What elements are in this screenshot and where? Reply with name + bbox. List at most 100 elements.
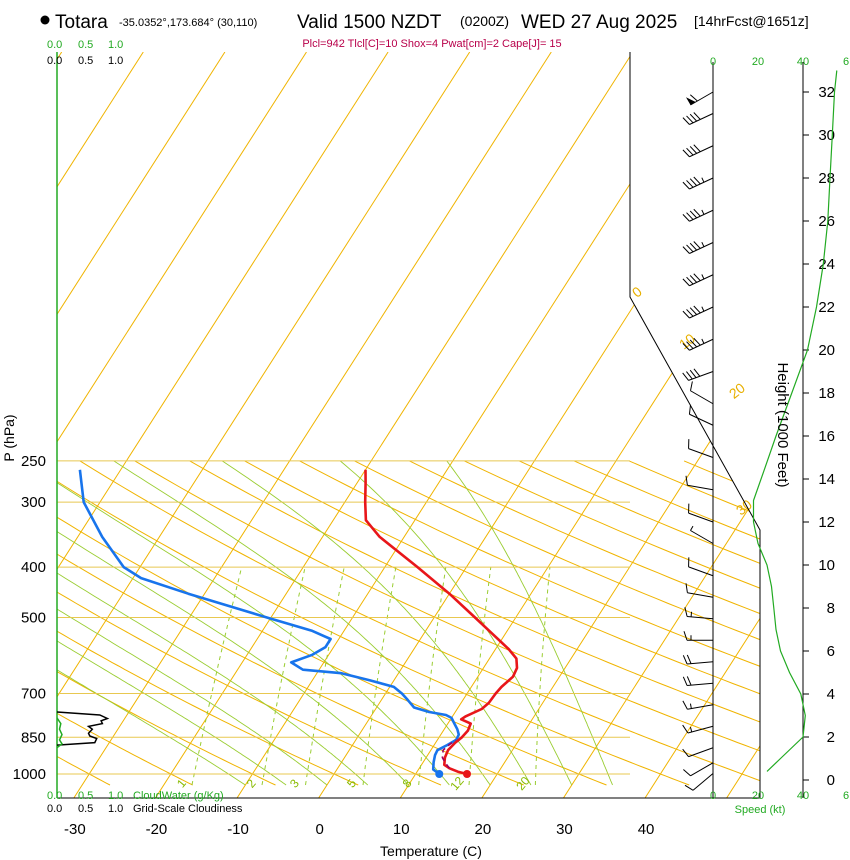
wind-barb-feather [686, 276, 694, 285]
cloud-scale-top: 0.0 0.5 1.0 0.0 0.5 1.0 [47, 39, 123, 67]
isotherm-line [57, 52, 144, 798]
wind-barb-staff [687, 615, 714, 620]
wind-barb-feather [686, 309, 694, 317]
cloud-scale-bottom-0: 0.0 [47, 803, 62, 815]
wind-barb-half-feather [689, 726, 693, 733]
y-axis-label: P (hPa) [1, 414, 17, 461]
wind-barb-feather [693, 368, 701, 377]
wind-barb-feather [686, 654, 692, 664]
dry-adiabat-line [299, 460, 760, 786]
wind-barb-feather [682, 181, 690, 190]
wind-barb-feather [686, 341, 694, 349]
cloudwater-label: CloudWater (g/Kg) [133, 790, 224, 802]
mixing-ratio-label: 1 [174, 776, 189, 790]
speed-tick-bottom-3: 6 [843, 790, 849, 802]
forecast-info: [14hrFcst@1651z] [694, 13, 809, 29]
wind-barb-feather [682, 117, 690, 125]
wind-barb [682, 700, 714, 710]
wind-barb-staff [688, 448, 714, 458]
wind-barb-staff [688, 371, 714, 381]
wind-barb-feather [682, 278, 690, 287]
wind-barb-staff [688, 747, 714, 758]
wind-barb [685, 475, 714, 491]
isotherm-line [399, 52, 760, 798]
dry-adiabat-line [57, 460, 442, 786]
dry-adiabat-line [244, 460, 760, 786]
height-tick-label: 20 [818, 342, 835, 359]
isotherm-line [155, 52, 634, 798]
dry-adiabat-line [134, 460, 760, 786]
isotherm-line [563, 52, 760, 798]
moist-adiabat-line [446, 460, 613, 786]
moist-adiabat-line [57, 460, 369, 786]
temperature-tick-label: -20 [146, 821, 168, 838]
wind-barb [682, 676, 714, 687]
moist-adiabat-line [57, 460, 409, 786]
speed-axis-label: Speed (kt) [735, 804, 786, 816]
wind-barb-feather [689, 146, 698, 154]
height-tick-label: 12 [818, 514, 835, 531]
wind-barb-half-feather [701, 338, 705, 344]
wind-barb-feather [689, 178, 698, 186]
wind-barb-staff [687, 682, 714, 687]
speed-tick-bottom-1: 20 [752, 790, 764, 802]
temperature-tick-label: 30 [556, 821, 573, 838]
temperature-tick-label: 10 [393, 821, 410, 838]
wind-barb-half-feather [701, 241, 705, 247]
wind-barb-feather [686, 676, 692, 686]
pressure-tick-label: 300 [21, 494, 46, 511]
height-tick-label: 0 [827, 772, 835, 789]
mixing-ratio-label: 2 [244, 776, 259, 790]
wind-barb-feather [686, 180, 694, 188]
cloud-scale-top-0: 0.0 [47, 55, 62, 67]
wind-barb-staff [689, 209, 714, 222]
temperature-tick-label: -30 [64, 821, 86, 838]
temperature-line [363, 469, 519, 776]
wind-barb-feather [693, 144, 701, 153]
wind-barb-feather [682, 372, 689, 381]
mixing-ratio-lines [191, 566, 551, 786]
wind-barb-feather [682, 676, 688, 686]
height-tick-label: 2 [827, 729, 835, 746]
isotherm-label: 10 [676, 330, 698, 352]
cloud-scale-bottom-green-2: 1.0 [108, 790, 123, 802]
wind-barb-half-feather [701, 274, 705, 280]
wind-speed-line [752, 70, 838, 772]
moist-adiabat-line [57, 460, 328, 786]
wind-barb [683, 762, 714, 777]
wind-barb-feather [688, 404, 692, 415]
speed-tick-bottom-0: 0 [710, 790, 716, 802]
mixing-ratio-line [418, 567, 447, 786]
tropopause-boundary [629, 52, 761, 798]
wind-barb-feather [689, 339, 698, 348]
height-tick-label: 30 [818, 127, 835, 144]
wind-barb [688, 503, 714, 523]
wind-barb [688, 557, 714, 577]
dry-adiabat-line [573, 460, 760, 786]
pressure-tick-label: 1000 [13, 766, 46, 783]
height-tick-label: 8 [827, 600, 835, 617]
wind-barb-staff [687, 661, 714, 665]
station-coords: -35.0352°,173.684° (30,110) [119, 17, 257, 29]
mixing-ratio-line [261, 566, 306, 786]
wind-barb [682, 368, 714, 381]
moist-adiabat-line [57, 460, 246, 786]
mixing-ratio-line [305, 567, 345, 786]
dry-adiabat-line [79, 460, 760, 786]
utc-time: (0200Z) [460, 13, 509, 29]
wind-barb [682, 144, 714, 158]
wind-barb-feather [686, 371, 693, 380]
cloudiness-label: Grid-Scale Cloudiness [133, 803, 243, 815]
isotherm-line [57, 52, 307, 798]
wind-barb-half-feather [701, 177, 705, 183]
wind-barb-feather [682, 149, 690, 158]
wind-barb-staff [689, 113, 714, 125]
wind-barb-staff [689, 242, 714, 254]
wind-barb-feather [685, 475, 688, 486]
isotherm-label: 0 [629, 283, 645, 301]
temperature-tick-label: 20 [474, 821, 491, 838]
wind-barb-staff [687, 484, 714, 491]
wind-barb-staff [689, 338, 714, 351]
wind-barb-feather [693, 112, 701, 120]
cloudiness-line [56, 711, 110, 746]
